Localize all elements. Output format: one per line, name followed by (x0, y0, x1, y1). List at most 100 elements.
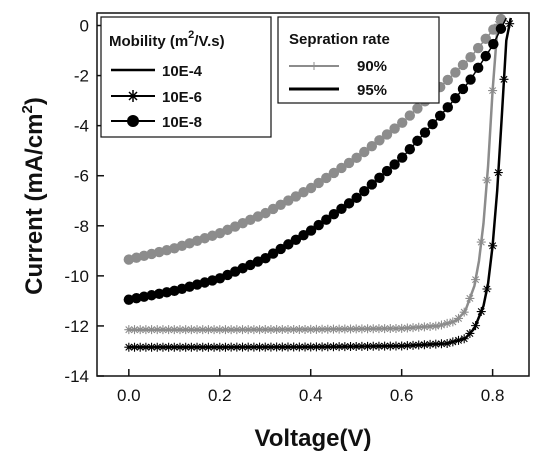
legend-mobility-label-2: 10E-6 (162, 89, 202, 106)
legend-separation-label-90: 90% (357, 58, 387, 75)
data-point (152, 342, 162, 352)
data-point (488, 24, 499, 35)
data-point (175, 342, 185, 352)
data-point (164, 342, 174, 352)
legend-separation-title: Sepration rate (289, 31, 390, 48)
data-point (311, 324, 321, 334)
data-point (158, 342, 168, 352)
data-point (249, 325, 259, 335)
data-point (465, 52, 476, 63)
data-point (412, 135, 423, 147)
data-point (203, 342, 213, 352)
data-point (289, 342, 299, 352)
data-point (198, 342, 208, 352)
data-point (366, 140, 378, 152)
data-point (434, 110, 446, 121)
data-point (408, 340, 418, 350)
data-point (357, 324, 367, 334)
data-point (454, 335, 464, 345)
data-point (334, 324, 344, 334)
data-point (290, 191, 302, 202)
data-point (311, 342, 321, 352)
data-point (402, 341, 412, 351)
data-point (323, 324, 333, 334)
legend-separation: Sepration rate 90% 95% (277, 16, 440, 104)
data-point (336, 203, 347, 214)
data-point (419, 340, 429, 350)
data-point (359, 185, 370, 197)
data-point (255, 342, 265, 352)
data-point (186, 342, 196, 352)
data-point (404, 110, 416, 121)
x-tick-label: 0.6 (390, 386, 414, 405)
data-point (448, 337, 458, 347)
data-point (317, 324, 327, 334)
data-point (397, 152, 408, 163)
data-point (465, 293, 475, 303)
data-point (328, 324, 338, 334)
data-point (283, 195, 294, 206)
data-point (306, 342, 316, 352)
data-point (305, 225, 317, 236)
data-point (275, 243, 286, 255)
data-point (130, 342, 140, 352)
legend-separation-90-star (310, 62, 318, 70)
data-point (209, 325, 219, 335)
data-point (425, 321, 435, 331)
legend-mobility-label-1: 10E-4 (162, 63, 203, 80)
data-point (488, 86, 498, 96)
data-point (249, 342, 259, 352)
data-point (425, 339, 435, 349)
series-10E-6-90% (124, 17, 503, 335)
series-10E-6-95% (124, 17, 515, 352)
x-tick-label: 0.8 (481, 386, 505, 405)
data-point (147, 342, 157, 352)
data-point (397, 341, 407, 351)
data-point (305, 182, 317, 194)
data-point (495, 23, 507, 34)
data-point (381, 165, 393, 177)
data-point (220, 325, 230, 335)
data-point (313, 219, 324, 231)
data-point (357, 341, 367, 351)
data-point (442, 102, 453, 113)
data-point (351, 152, 362, 164)
y-tick-label: -10 (64, 267, 89, 286)
x-tick-label: 0.0 (117, 386, 141, 405)
data-point (482, 175, 492, 185)
data-point (255, 325, 265, 335)
data-point (359, 146, 370, 158)
data-point (343, 157, 355, 169)
data-point (366, 179, 378, 190)
data-point (313, 177, 324, 189)
data-point (340, 324, 350, 334)
data-point (368, 324, 378, 334)
data-point (336, 162, 347, 174)
data-point (298, 187, 309, 198)
data-point (476, 307, 486, 317)
data-point (135, 342, 145, 352)
data-point (427, 118, 438, 130)
series-10E-8-90% (123, 13, 507, 265)
data-point (209, 342, 219, 352)
data-point (472, 42, 484, 54)
data-point (436, 339, 446, 349)
data-point (408, 323, 418, 333)
legend-separation-label-95: 95% (357, 82, 387, 99)
data-point (488, 241, 498, 251)
legend-mobility-star-marker (127, 90, 139, 102)
data-point (203, 325, 213, 335)
y-tick-label: -6 (74, 167, 89, 186)
data-point (141, 342, 151, 352)
data-point (135, 325, 145, 335)
data-point (493, 168, 503, 178)
data-point (169, 325, 179, 335)
x-tick-label: 0.4 (299, 386, 323, 405)
legend-mobility-title: Mobility (m2/V.s) (109, 29, 225, 50)
data-point (323, 342, 333, 352)
data-point (419, 322, 429, 332)
data-point (442, 338, 452, 348)
data-point (220, 342, 230, 352)
data-point (499, 74, 509, 84)
data-point (147, 325, 157, 335)
